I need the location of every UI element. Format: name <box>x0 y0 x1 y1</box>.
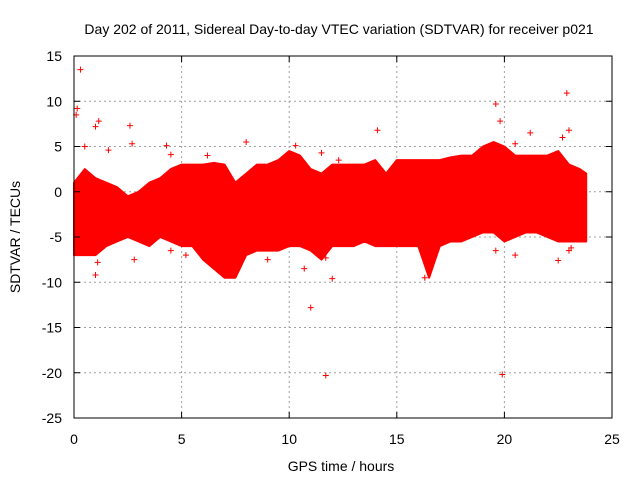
data-point <box>322 372 329 379</box>
data-point <box>94 259 101 266</box>
data-point <box>163 142 170 149</box>
data-point <box>243 138 250 145</box>
x-tick-label: 10 <box>281 431 297 447</box>
x-tick-label: 0 <box>70 431 78 447</box>
data-band <box>73 141 588 279</box>
y-tick-label: -15 <box>42 320 62 336</box>
data-point <box>497 118 504 125</box>
data-point <box>329 275 336 282</box>
y-tick-label: 15 <box>46 48 62 64</box>
data-point <box>74 105 81 112</box>
data-point <box>81 143 88 150</box>
x-tick-label: 15 <box>389 431 405 447</box>
data-point <box>568 244 575 251</box>
y-axis-label: SDTVAR / TECUs <box>7 181 23 293</box>
x-tick-label: 25 <box>604 431 620 447</box>
x-tick-label: 20 <box>497 431 513 447</box>
y-tick-label: -10 <box>42 274 62 290</box>
data-point <box>129 140 136 147</box>
y-tick-label: -20 <box>42 365 62 381</box>
y-tick-label: 10 <box>46 93 62 109</box>
data-point <box>335 157 342 164</box>
y-tick-label: 5 <box>54 139 62 155</box>
data-point <box>131 256 138 263</box>
data-point <box>182 252 189 259</box>
data-point <box>322 254 329 261</box>
data-point <box>555 257 562 264</box>
data-point <box>527 129 534 136</box>
y-tick-label: 0 <box>54 184 62 200</box>
data-point <box>318 149 325 156</box>
data-point <box>92 123 99 130</box>
data-point <box>95 118 102 125</box>
data-point <box>512 252 519 259</box>
data-point <box>292 142 299 149</box>
data-point <box>167 151 174 158</box>
data-point <box>126 122 133 129</box>
data-point <box>492 100 499 107</box>
chart-title: Day 202 of 2011, Sidereal Day-to-day VTE… <box>84 21 593 37</box>
x-tick-label: 5 <box>178 431 186 447</box>
x-axis-label: GPS time / hours <box>288 458 395 474</box>
data-point <box>301 265 308 272</box>
data-point <box>499 371 506 378</box>
data-point <box>492 247 499 254</box>
data-point <box>512 140 519 147</box>
data-point <box>77 66 84 73</box>
data-point <box>264 256 271 263</box>
data-point <box>167 247 174 254</box>
y-tick-label: -5 <box>50 229 63 245</box>
axis-ticks: 0 5 10 15 20 25 -25 -20 -15 -10 -5 0 5 10 15 <box>42 48 620 447</box>
data-point <box>421 274 428 281</box>
data-point <box>559 134 566 141</box>
data-point <box>322 244 329 251</box>
data-point <box>565 127 572 134</box>
data-point <box>105 147 112 154</box>
data-point <box>563 90 570 97</box>
data-series <box>73 66 588 379</box>
y-tick-label: -25 <box>42 410 62 426</box>
data-point <box>307 304 314 311</box>
data-point <box>204 152 211 159</box>
data-point <box>92 272 99 279</box>
data-point <box>374 127 381 134</box>
